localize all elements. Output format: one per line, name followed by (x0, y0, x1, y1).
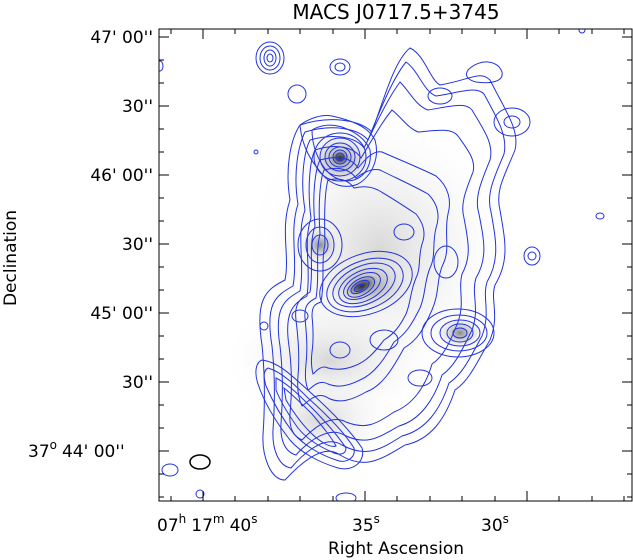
ra-tick-labels: 07h 17m 40s 35s 30s (157, 512, 509, 536)
plot-area (159, 29, 632, 501)
grayscale-emission (220, 100, 520, 470)
dec-tick-label-47-00: 47' 00'' (90, 28, 153, 48)
plot-frame (158, 28, 633, 502)
dec-tick-label-37-44-00: 37o 44' 00'' (28, 438, 125, 462)
dec-tick-label-46-30: 30'' (122, 97, 153, 117)
dec-tick-label-45-00: 45' 00'' (90, 304, 153, 324)
y-axis-label: Declination (1, 210, 21, 306)
dec-tick-label-44-30: 30'' (122, 373, 153, 393)
ra-tick-label-40: 07h 17m 40s (157, 512, 258, 536)
ra-tick-label-30: 30s (481, 512, 509, 536)
radio-contours (159, 29, 605, 501)
figure-title: MACS J0717.5+3745 (292, 0, 499, 24)
ra-tick-label-35: 35s (352, 512, 380, 536)
dec-tick-labels: 47' 00'' 30'' 46' 00'' 30'' 45' 00'' 30'… (90, 28, 153, 393)
dec-tick-label-45-30: 30'' (122, 235, 153, 255)
x-axis-label: Right Ascension (328, 539, 464, 559)
axis-ticks (159, 29, 632, 501)
beam-ellipse (189, 454, 211, 470)
dec-tick-label-46-00: 46' 00'' (90, 166, 153, 186)
